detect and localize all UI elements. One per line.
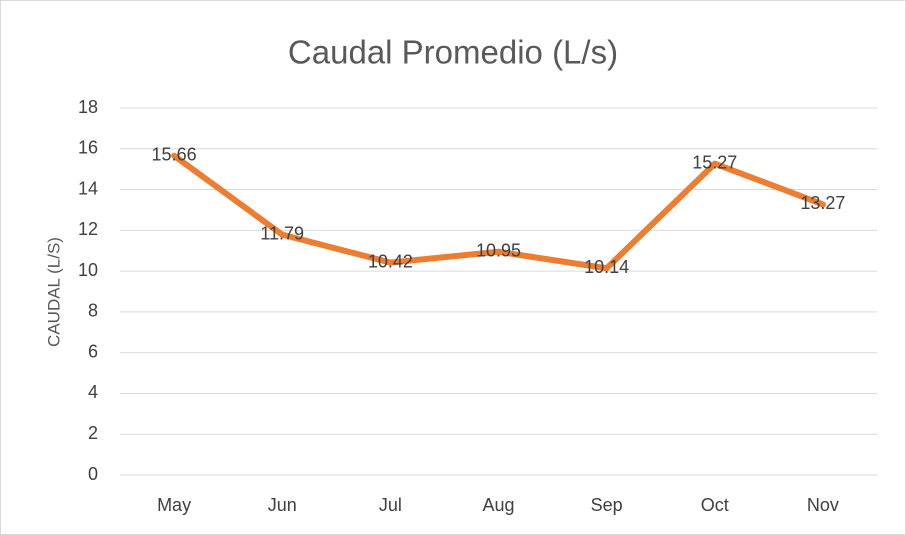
data-line bbox=[171, 152, 826, 272]
x-tick-label: Nov bbox=[807, 495, 839, 515]
y-tick-label: 6 bbox=[88, 341, 98, 361]
data-label: 15.27 bbox=[692, 152, 737, 172]
data-label: 15.66 bbox=[152, 144, 197, 164]
y-tick-label: 2 bbox=[88, 423, 98, 443]
y-tick-label: 18 bbox=[78, 97, 98, 117]
x-tick-label: May bbox=[157, 495, 191, 515]
y-tick-label: 4 bbox=[88, 382, 98, 402]
chart-title: Caudal Promedio (L/s) bbox=[288, 34, 618, 71]
y-tick-label: 14 bbox=[78, 178, 98, 198]
x-tick-label: Oct bbox=[701, 495, 729, 515]
data-label: 10.14 bbox=[584, 257, 629, 277]
x-tick-label: Jun bbox=[268, 495, 297, 515]
y-tick-label: 12 bbox=[78, 219, 98, 239]
y-axis-label: CAUDAL (L/S) bbox=[44, 237, 63, 347]
data-label: 11.79 bbox=[260, 223, 304, 243]
data-label: 13.27 bbox=[800, 193, 845, 213]
y-tick-label: 0 bbox=[88, 464, 98, 484]
y-tick-label: 10 bbox=[78, 260, 98, 280]
x-tick-label: Aug bbox=[482, 495, 514, 515]
y-tick-label: 16 bbox=[78, 138, 98, 158]
data-label: 10.95 bbox=[476, 240, 521, 260]
x-tick-label: Sep bbox=[591, 495, 623, 515]
x-tick-label: Jul bbox=[379, 495, 402, 515]
y-tick-label: 8 bbox=[88, 301, 98, 321]
data-label: 10.42 bbox=[368, 251, 413, 271]
